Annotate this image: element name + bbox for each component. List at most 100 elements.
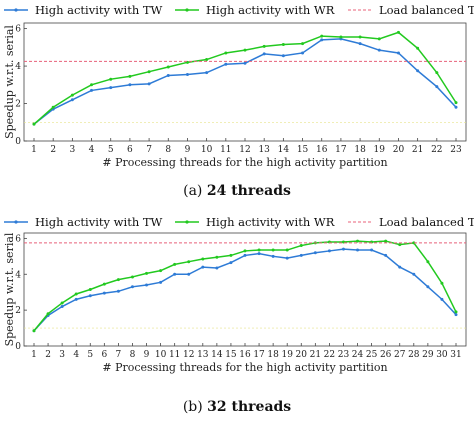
series-line (33, 38, 457, 125)
x-tick-label: 18 (267, 350, 279, 360)
x-axis-label: # Processing threads for the high activi… (102, 156, 387, 169)
data-point (416, 69, 420, 73)
y-axis-label: Speedup w.r.t. serial (3, 25, 16, 139)
data-point (116, 289, 120, 293)
data-point (145, 271, 149, 275)
data-point (299, 244, 303, 248)
data-point (370, 248, 374, 252)
data-point (70, 98, 74, 102)
x-tick-label: 17 (335, 145, 347, 155)
data-point (90, 83, 94, 87)
data-point (440, 297, 444, 301)
data-point (281, 54, 285, 58)
data-point (109, 86, 113, 90)
x-tick-label: 20 (296, 350, 308, 360)
data-point (187, 260, 191, 264)
data-point (320, 38, 324, 42)
legend-marker (185, 8, 189, 12)
caption-text: 24 threads (207, 183, 291, 199)
x-tick-label: 1 (31, 350, 37, 360)
data-point (88, 294, 92, 298)
legend-label: High activity with WR (206, 3, 335, 17)
x-tick-label: 20 (393, 145, 405, 155)
x-tick-label: 22 (324, 350, 335, 360)
x-tick-label: 11 (220, 145, 231, 155)
data-point (201, 257, 205, 261)
legend-item: High activity with TW (4, 3, 163, 17)
x-tick-label: 5 (87, 350, 93, 360)
x-tick-label: 4 (73, 350, 79, 360)
data-point (205, 71, 209, 75)
plot-frame (23, 22, 467, 142)
caption-tag: (a) (183, 183, 207, 199)
x-tick-label: 9 (185, 145, 191, 155)
x-tick-label: 24 (352, 350, 364, 360)
data-point (281, 43, 285, 47)
y-tick-label: 6 (15, 25, 21, 35)
data-point (435, 85, 439, 89)
data-point (102, 282, 106, 286)
data-point (426, 260, 430, 264)
data-point (46, 312, 50, 316)
data-point (377, 37, 381, 41)
data-point (271, 248, 275, 252)
data-point (90, 88, 94, 92)
x-tick-label: 30 (436, 350, 448, 360)
x-tick-label: 3 (69, 145, 75, 155)
data-point (147, 70, 151, 74)
data-point (398, 265, 402, 269)
x-tick-label: 4 (89, 145, 95, 155)
legend-item: High activity with WR (175, 215, 335, 229)
x-tick-label: 21 (412, 145, 423, 155)
caption-tag: (b) (183, 399, 207, 415)
x-tick-label: 2 (45, 350, 51, 360)
x-tick-label: 1 (31, 145, 37, 155)
data-point (145, 283, 149, 287)
data-point (339, 35, 343, 39)
data-point (454, 101, 458, 105)
x-tick-label: 13 (258, 145, 270, 155)
caption-text: 32 threads (207, 399, 291, 415)
data-point (285, 248, 289, 252)
x-tick-label: 29 (422, 350, 434, 360)
x-tick-label: 16 (316, 145, 328, 155)
data-point (262, 44, 266, 48)
data-point (454, 310, 458, 314)
data-point (412, 272, 416, 276)
y-tick-label: 4 (15, 62, 21, 72)
x-tick-label: 5 (108, 145, 114, 155)
data-point (159, 269, 163, 273)
x-tick-label: 14 (211, 350, 223, 360)
series-line (33, 248, 457, 332)
data-point (356, 239, 360, 243)
x-tick-label: 14 (278, 145, 290, 155)
figure-caption: (b) 32 threads (183, 399, 291, 415)
data-point (187, 272, 191, 276)
data-point (435, 71, 439, 75)
data-point (166, 65, 170, 69)
legend-label: High activity with TW (35, 215, 163, 229)
figure-caption: (a) 24 threads (183, 183, 291, 199)
legend-label: High activity with TW (35, 3, 163, 17)
x-tick-label: 3 (59, 350, 65, 360)
x-tick-label: 18 (354, 145, 366, 155)
data-point (166, 73, 170, 77)
data-point (454, 313, 458, 317)
legend-label: Load balanced TW (379, 215, 474, 229)
data-point (130, 275, 134, 279)
data-point (229, 261, 233, 265)
x-tick-label: 27 (394, 350, 406, 360)
x-tick-label: 15 (297, 145, 309, 155)
data-point (147, 82, 151, 86)
x-tick-label: 13 (197, 350, 209, 360)
data-point (341, 247, 345, 251)
data-point (224, 62, 228, 66)
x-tick-label: 2 (50, 145, 56, 155)
data-point (70, 93, 74, 97)
x-tick-label: 15 (225, 350, 237, 360)
data-point (358, 42, 362, 46)
data-point (130, 285, 134, 289)
data-point (32, 122, 36, 126)
x-tick-label: 12 (239, 145, 250, 155)
